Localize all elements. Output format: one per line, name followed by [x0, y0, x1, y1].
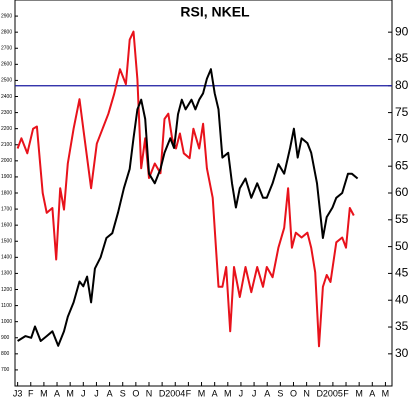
y2-tick-label: 85	[395, 51, 409, 65]
y-tick-label: 2100	[1, 142, 12, 148]
x-tick-label: M	[66, 388, 74, 398]
y-tick-label: 1000	[1, 319, 12, 325]
series-line	[16, 30, 355, 348]
y-tick-label: 1300	[1, 271, 12, 277]
y-tick-label: 2400	[1, 94, 12, 100]
x-tick-label: O	[290, 388, 297, 398]
y2-tick-label: 55	[395, 212, 409, 226]
x-tick-label: A	[212, 388, 218, 398]
x-tick-label: F	[186, 388, 192, 398]
y-tick-label: 2500	[1, 78, 12, 84]
y-tick-label: 1200	[1, 287, 12, 293]
chart-title: RSI, NKEL	[180, 4, 250, 20]
x-tick-label: S	[277, 388, 283, 398]
y-tick-label: 2800	[1, 29, 12, 35]
y-tick-label: 2600	[1, 62, 12, 68]
x-tick-label: M	[198, 388, 206, 398]
x-tick-label: M	[382, 388, 390, 398]
y-tick-label: 1900	[1, 174, 12, 180]
x-tick-label: F	[343, 388, 349, 398]
y-tick-label: 2200	[1, 126, 12, 132]
x-tick-label: F	[28, 388, 34, 398]
x-tick-label: N	[303, 388, 310, 398]
y-tick-label: 700	[1, 367, 10, 373]
y2-tick-label: 90	[395, 24, 409, 38]
y2-tick-label: 65	[395, 158, 409, 172]
x-tick-label: A	[107, 388, 113, 398]
y2-tick-label: 60	[395, 185, 409, 199]
plot-frame	[14, 0, 393, 387]
x-tick-label: J	[94, 388, 99, 398]
series-line	[17, 68, 359, 347]
y-tick-label: 2700	[1, 46, 12, 52]
x-tick-label: J	[252, 388, 257, 398]
x-tick-label: J	[81, 388, 86, 398]
x-tick-label: J3	[13, 388, 23, 398]
y-tick-label: 800	[1, 351, 10, 357]
x-tick-label: M	[40, 388, 48, 398]
x-tick-label: 2005	[323, 388, 343, 398]
y2-tick-label: 40	[395, 292, 409, 306]
x-tick-label: J	[239, 388, 244, 398]
y-tick-label: 900	[1, 335, 10, 341]
y-tick-label: 1100	[1, 303, 12, 309]
x-tick-label: A	[369, 388, 375, 398]
y2-tick-label: 30	[395, 346, 409, 360]
y-tick-label: 1500	[1, 239, 12, 245]
y2-tick-label: 80	[395, 78, 409, 92]
x-tick-label: 2004	[165, 388, 185, 398]
x-tick-label: N	[146, 388, 153, 398]
x-tick-label: D	[317, 388, 324, 398]
x-tick-label: A	[264, 388, 270, 398]
y-tick-label: 1800	[1, 190, 12, 196]
y-tick-label: 2900	[1, 13, 12, 19]
x-tick-label: O	[132, 388, 139, 398]
x-tick-label: A	[54, 388, 60, 398]
x-tick-label: S	[120, 388, 126, 398]
y2-tick-label: 70	[395, 132, 409, 146]
y2-tick-label: 75	[395, 105, 409, 119]
y-tick-label: 1700	[1, 206, 12, 212]
x-tick-label: M	[355, 388, 363, 398]
y-tick-label: 1400	[1, 255, 12, 261]
y2-tick-label: 45	[395, 266, 409, 280]
x-tick-label: D	[159, 388, 166, 398]
y2-tick-label: 50	[395, 239, 409, 253]
y2-tick-label: 35	[395, 319, 409, 333]
y-tick-label: 2300	[1, 110, 12, 116]
y-tick-label: 1600	[1, 222, 12, 228]
x-tick-label: M	[224, 388, 232, 398]
y-tick-label: 2000	[1, 158, 12, 164]
